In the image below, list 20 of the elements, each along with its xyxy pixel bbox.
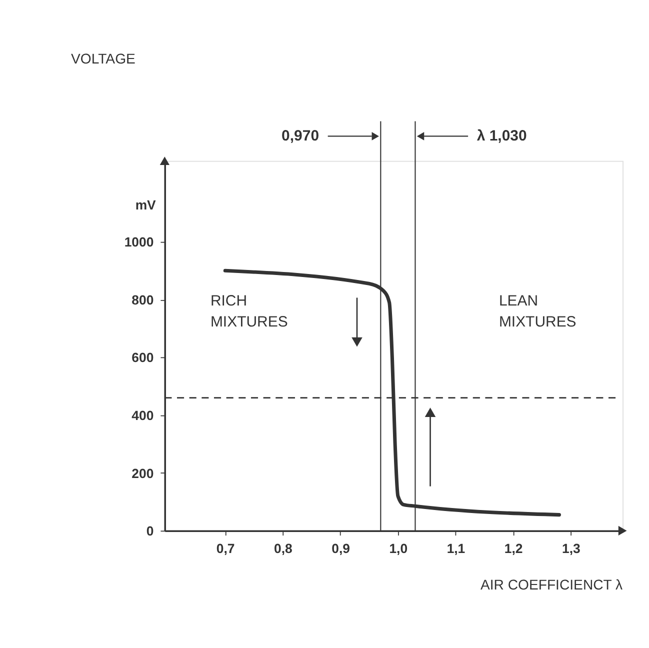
x-tick-label: 1,0 [389,541,408,556]
ref-line-label: 0,970 [282,128,320,145]
x-tick-label: 0,9 [332,541,350,556]
y-tick-label: 600 [132,350,154,366]
annotation: RICH MIXTURES [210,292,288,331]
x-tick-label: 1,2 [504,541,523,556]
x-tick-label: 0,7 [216,541,235,556]
x-axis-title: AIR COEFFICIENCT λ [480,576,623,593]
y-tick-label: 200 [132,466,154,481]
ref-line-label: λ 1,030 [476,128,527,145]
y-tick-label: 800 [132,292,154,308]
y-axis-title: mV [135,198,156,213]
annotation: LEAN MIXTURES [498,292,576,331]
y-tick-label: 400 [132,408,154,423]
y-tick-label: 0 [146,524,154,539]
x-tick-label: 1,3 [562,541,580,556]
y-tick-label: 1000 [124,234,154,250]
chart-title: VOLTAGE [71,50,136,66]
x-tick-label: 0,8 [274,541,292,556]
x-tick-label: 1,1 [446,541,466,556]
